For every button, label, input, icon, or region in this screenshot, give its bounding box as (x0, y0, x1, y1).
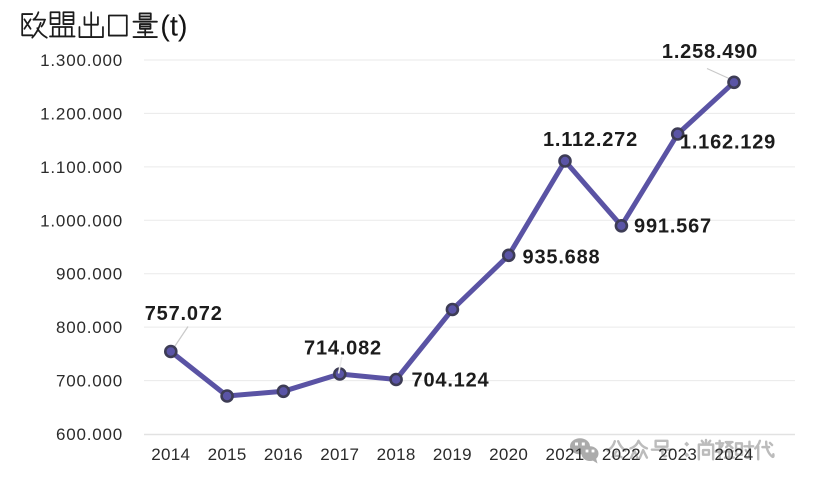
svg-text:800.000: 800.000 (56, 318, 123, 337)
svg-text:2018: 2018 (377, 445, 416, 464)
svg-text:2016: 2016 (264, 445, 303, 464)
svg-text:935.688: 935.688 (523, 247, 601, 269)
svg-text:2022: 2022 (602, 445, 641, 464)
svg-text:2023: 2023 (658, 445, 697, 464)
svg-text:1.200.000: 1.200.000 (40, 104, 123, 123)
svg-text:900.000: 900.000 (56, 265, 123, 284)
svg-text:991.567: 991.567 (634, 216, 712, 238)
svg-text:704.124: 704.124 (412, 370, 490, 392)
svg-text:1.112.272: 1.112.272 (543, 129, 638, 151)
svg-text:1.100.000: 1.100.000 (40, 158, 123, 177)
svg-text:2021: 2021 (545, 445, 584, 464)
svg-text:2024: 2024 (714, 445, 753, 464)
svg-text:714.082: 714.082 (304, 338, 382, 360)
svg-text:700.000: 700.000 (56, 372, 123, 391)
svg-text:1.258.490: 1.258.490 (662, 41, 758, 63)
svg-text:1.000.000: 1.000.000 (40, 211, 123, 230)
svg-text:2017: 2017 (320, 445, 359, 464)
svg-text:2014: 2014 (151, 445, 190, 464)
svg-text:757.072: 757.072 (145, 303, 223, 325)
svg-text:2020: 2020 (489, 445, 528, 464)
svg-text:1.300.000: 1.300.000 (40, 51, 123, 70)
svg-text:2015: 2015 (208, 445, 247, 464)
svg-text:1.162.129: 1.162.129 (680, 132, 776, 154)
svg-text:(t): (t) (160, 11, 187, 43)
svg-text:600.000: 600.000 (56, 425, 123, 444)
svg-text:2019: 2019 (433, 445, 472, 464)
